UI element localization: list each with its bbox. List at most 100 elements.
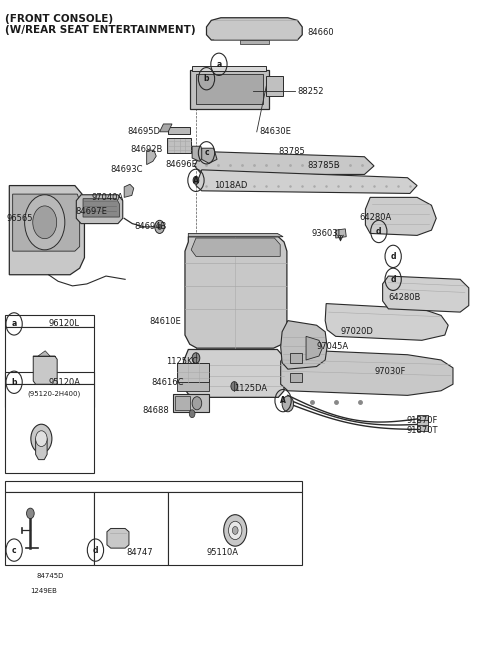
Polygon shape <box>325 304 448 340</box>
Text: 84747: 84747 <box>126 548 153 557</box>
Text: (95120-2H400): (95120-2H400) <box>27 391 80 397</box>
Polygon shape <box>147 150 156 165</box>
Text: 1018AD: 1018AD <box>214 181 247 190</box>
Polygon shape <box>12 194 80 251</box>
Text: 1249EB: 1249EB <box>30 589 57 595</box>
Text: 97045A: 97045A <box>317 342 348 351</box>
Text: d: d <box>93 545 98 555</box>
Polygon shape <box>168 127 190 134</box>
Bar <box>5 327 94 407</box>
Text: 96120L: 96120L <box>48 319 80 328</box>
Polygon shape <box>417 415 428 422</box>
Text: 84697E: 84697E <box>75 208 107 216</box>
Text: b: b <box>12 378 17 387</box>
Text: 84610E: 84610E <box>149 317 181 327</box>
Polygon shape <box>36 439 47 460</box>
Bar <box>5 481 302 492</box>
Polygon shape <box>159 124 172 132</box>
Polygon shape <box>290 353 302 363</box>
Text: c: c <box>12 545 16 555</box>
Circle shape <box>31 424 52 453</box>
Text: (FRONT CONSOLE): (FRONT CONSOLE) <box>5 14 114 24</box>
Polygon shape <box>281 321 327 369</box>
Polygon shape <box>177 382 209 391</box>
Polygon shape <box>9 185 84 275</box>
Text: d: d <box>376 227 382 236</box>
Text: A: A <box>193 176 199 185</box>
Text: 1125KC: 1125KC <box>166 357 198 366</box>
Polygon shape <box>188 233 283 237</box>
Text: b: b <box>204 74 209 83</box>
Text: 95120A: 95120A <box>48 378 81 387</box>
Text: A: A <box>280 396 286 405</box>
Bar <box>5 492 94 564</box>
Text: 64280B: 64280B <box>388 292 421 302</box>
Polygon shape <box>196 74 263 104</box>
Circle shape <box>26 508 34 518</box>
Polygon shape <box>417 420 428 427</box>
Circle shape <box>157 224 161 229</box>
Text: 1125DA: 1125DA <box>234 384 267 394</box>
Polygon shape <box>33 356 57 384</box>
Text: 97030F: 97030F <box>374 367 406 376</box>
Text: 88252: 88252 <box>298 87 324 96</box>
Text: d: d <box>390 252 396 261</box>
Text: 84616C: 84616C <box>152 378 184 387</box>
Text: 83785: 83785 <box>278 147 305 156</box>
Text: c: c <box>204 148 209 157</box>
Circle shape <box>33 206 57 238</box>
Polygon shape <box>38 351 50 356</box>
Text: 97040A: 97040A <box>92 193 124 202</box>
Text: 84695D: 84695D <box>128 127 160 136</box>
Text: 64280A: 64280A <box>360 213 392 221</box>
Polygon shape <box>336 229 346 238</box>
Circle shape <box>282 396 294 412</box>
Polygon shape <box>107 528 129 548</box>
Polygon shape <box>185 237 287 348</box>
Polygon shape <box>167 139 191 153</box>
Polygon shape <box>196 170 417 193</box>
Text: 84696E: 84696E <box>166 160 198 169</box>
Bar <box>5 373 94 384</box>
Bar <box>5 315 94 327</box>
Polygon shape <box>281 350 453 396</box>
Polygon shape <box>183 350 284 397</box>
Text: a: a <box>12 319 17 328</box>
Polygon shape <box>240 40 269 44</box>
Bar <box>94 492 168 564</box>
Text: 84745D: 84745D <box>36 573 64 579</box>
Bar <box>168 492 302 564</box>
Circle shape <box>155 220 164 233</box>
Circle shape <box>232 526 238 534</box>
Text: 84660: 84660 <box>307 28 334 37</box>
Text: 91870F: 91870F <box>407 416 438 425</box>
Circle shape <box>193 176 199 184</box>
Circle shape <box>224 514 247 546</box>
Polygon shape <box>365 197 436 235</box>
Polygon shape <box>83 198 120 217</box>
Polygon shape <box>383 276 469 312</box>
Polygon shape <box>202 148 217 164</box>
Circle shape <box>36 431 47 447</box>
Text: 84693C: 84693C <box>111 166 143 174</box>
Bar <box>175 396 190 411</box>
Bar <box>5 384 94 473</box>
Bar <box>177 363 209 382</box>
Polygon shape <box>206 18 302 40</box>
Circle shape <box>192 353 200 363</box>
Polygon shape <box>190 70 269 109</box>
Text: 97020D: 97020D <box>340 327 373 336</box>
Text: d: d <box>390 275 396 284</box>
Circle shape <box>228 521 242 539</box>
Text: 95110A: 95110A <box>206 548 239 557</box>
Text: (W/REAR SEAT ENTERTAINMENT): (W/REAR SEAT ENTERTAINMENT) <box>5 25 196 35</box>
Polygon shape <box>124 184 134 197</box>
Polygon shape <box>266 76 283 96</box>
Text: a: a <box>216 60 222 69</box>
Circle shape <box>231 382 238 391</box>
Text: 84630E: 84630E <box>259 127 291 136</box>
Polygon shape <box>76 194 123 223</box>
Polygon shape <box>191 238 280 256</box>
Text: 96565: 96565 <box>6 214 33 223</box>
Polygon shape <box>417 425 428 432</box>
